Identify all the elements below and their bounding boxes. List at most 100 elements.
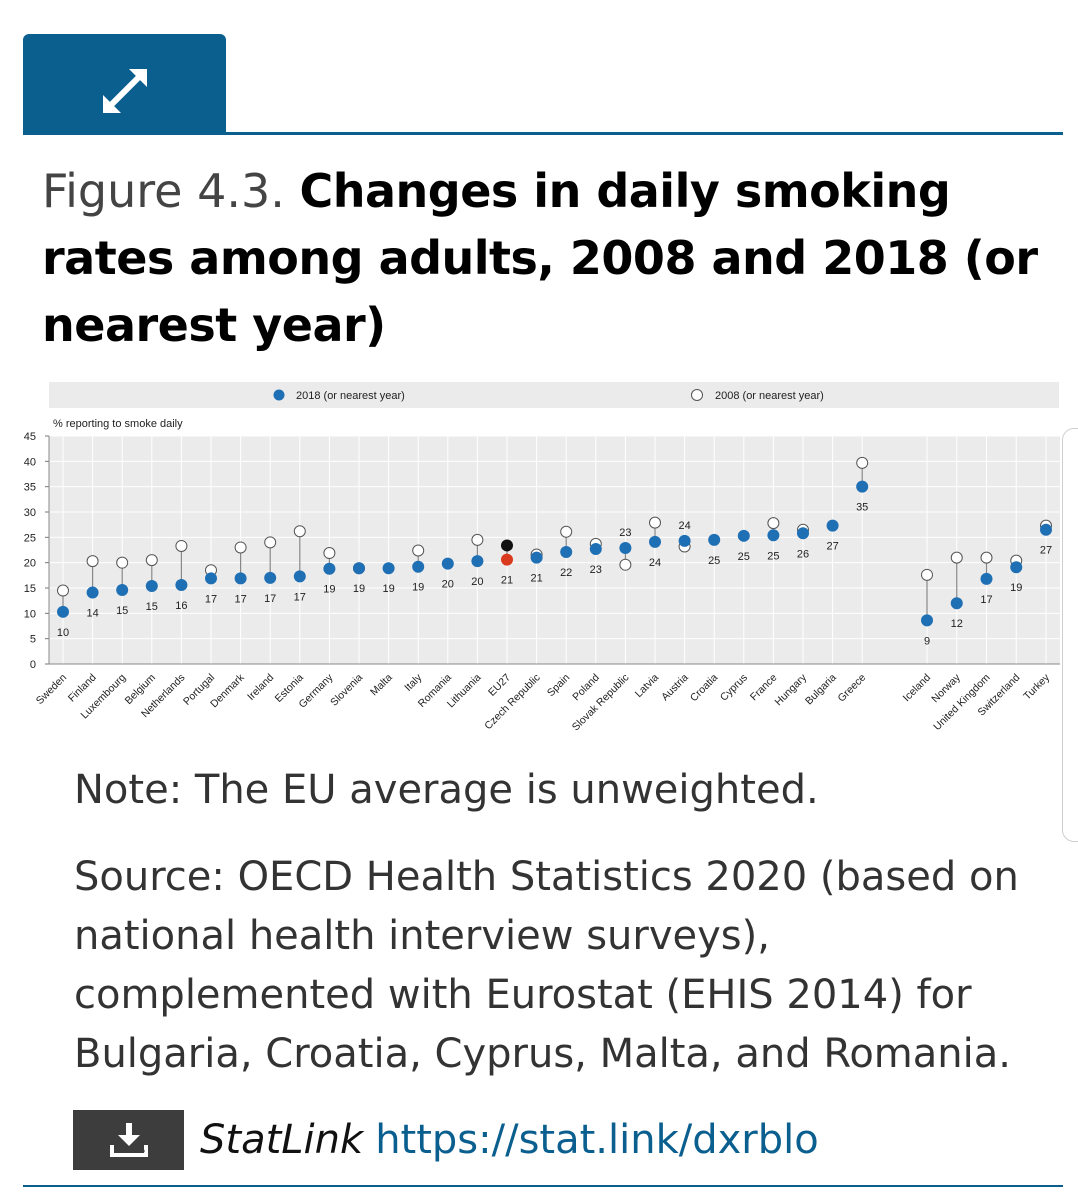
point-2008 (921, 568, 933, 581)
point-2008 (619, 558, 632, 571)
data-label: 9 (924, 635, 930, 647)
figure-title-text: Changes in daily smoking rates among adu… (42, 164, 1038, 352)
point-2018 (116, 584, 129, 597)
point-2008 (649, 516, 661, 529)
data-label: 15 (116, 605, 128, 617)
point-2018 (950, 597, 963, 610)
point-2018 (234, 572, 247, 585)
point-2018 (175, 578, 188, 591)
point-2018 (678, 534, 691, 547)
data-label: 12 (951, 618, 963, 630)
y-tick-label: 30 (24, 507, 36, 519)
y-tick-label: 25 (24, 532, 36, 544)
data-label: 20 (442, 579, 454, 591)
point-2018 (412, 560, 425, 573)
expand-arrows-icon (102, 68, 147, 113)
x-tick-label: EU27 (486, 672, 513, 699)
point-2018 (323, 562, 336, 575)
point-2018 (1040, 523, 1052, 536)
point-2008 (412, 544, 425, 557)
point-2008 (57, 584, 69, 597)
statlink-url[interactable]: https://stat.link/dxrblo (375, 1117, 819, 1163)
x-tick-label: Latvia (633, 672, 661, 700)
data-label: 23 (590, 564, 602, 576)
point-2018 (980, 572, 993, 585)
data-label: 19 (353, 583, 365, 595)
data-label: 14 (86, 608, 98, 620)
data-label: 19 (1010, 582, 1022, 594)
figure-number: Figure 4.3. (42, 164, 285, 218)
data-label: 21 (530, 573, 542, 585)
x-tick-label: Ireland (245, 672, 276, 703)
data-label: 15 (146, 601, 158, 613)
point-2018 (856, 480, 869, 493)
y-tick-label: 0 (30, 659, 36, 671)
data-label: 23 (619, 527, 631, 539)
point-2008 (323, 547, 336, 560)
y-tick-label: 45 (24, 431, 36, 443)
download-button[interactable] (73, 1110, 184, 1170)
point-2018 (57, 605, 69, 618)
data-label: 17 (980, 594, 992, 606)
point-2018 (530, 551, 543, 564)
y-tick-label: 20 (24, 558, 36, 570)
data-label: 25 (738, 551, 750, 563)
point-2018 (145, 579, 158, 592)
point-2008 (145, 554, 158, 567)
point-2018 (589, 542, 602, 555)
data-label: 17 (234, 593, 246, 605)
point-2018 (708, 533, 721, 546)
point-2018 (382, 562, 395, 575)
point-2018 (86, 586, 99, 599)
legend-marker-2008 (691, 389, 703, 401)
point-2018 (826, 519, 839, 532)
point-2008 (175, 539, 188, 552)
point-2008 (234, 541, 247, 554)
point-2018 (1010, 561, 1023, 574)
data-label: 24 (649, 557, 661, 569)
data-label: 17 (264, 593, 276, 605)
point-2018 (501, 553, 513, 566)
data-label: 25 (708, 555, 720, 567)
y-tick-label: 35 (24, 482, 36, 494)
legend-label-2008: 2008 (or nearest year) (715, 390, 824, 402)
x-tick-label: Slovenia (328, 672, 365, 709)
point-2008 (980, 551, 993, 564)
smoking-rates-chart: 2018 (or nearest year) 2008 (or nearest y… (24, 382, 1060, 733)
legend-marker-2018 (273, 389, 285, 401)
point-2008 (116, 556, 129, 569)
figure-note: Note: The EU average is unweighted. (74, 767, 819, 813)
point-2018 (921, 614, 933, 627)
point-2018 (619, 541, 632, 554)
plot-area (49, 436, 1060, 664)
x-tick-label: Malta (368, 672, 395, 699)
x-tick-label: Sweden (34, 672, 69, 707)
point-2008 (501, 539, 513, 552)
x-tick-label: Iceland (901, 672, 934, 705)
y-tick-label: 15 (24, 583, 36, 595)
x-tick-label: Cyprus (718, 672, 750, 704)
y-tick-label: 40 (24, 456, 36, 468)
y-tick-label: 10 (24, 608, 36, 620)
point-2018 (737, 529, 750, 542)
expand-button[interactable] (23, 34, 226, 133)
x-tick-label: Bulgaria (803, 672, 839, 708)
data-label: 27 (826, 541, 838, 553)
x-tick-label: Turkey (1021, 671, 1052, 702)
statlink-row: StatLink https://stat.link/dxrblo (73, 1110, 819, 1170)
x-tick-label: Italy (402, 671, 425, 694)
point-2018 (649, 535, 661, 548)
point-2018 (264, 571, 277, 584)
point-2018 (353, 562, 365, 575)
data-label: 19 (412, 582, 424, 594)
scrollbar[interactable] (1062, 428, 1078, 842)
point-2018 (441, 557, 454, 570)
y-axis-title: % reporting to smoke daily (53, 418, 183, 430)
x-tick-label: Austria (659, 672, 691, 704)
data-label: 25 (767, 550, 779, 562)
legend-band (49, 382, 1059, 408)
data-label: 21 (501, 575, 513, 587)
data-label: 35 (856, 502, 868, 514)
legend-label-2018: 2018 (or nearest year) (296, 390, 405, 402)
top-divider (23, 132, 1063, 135)
